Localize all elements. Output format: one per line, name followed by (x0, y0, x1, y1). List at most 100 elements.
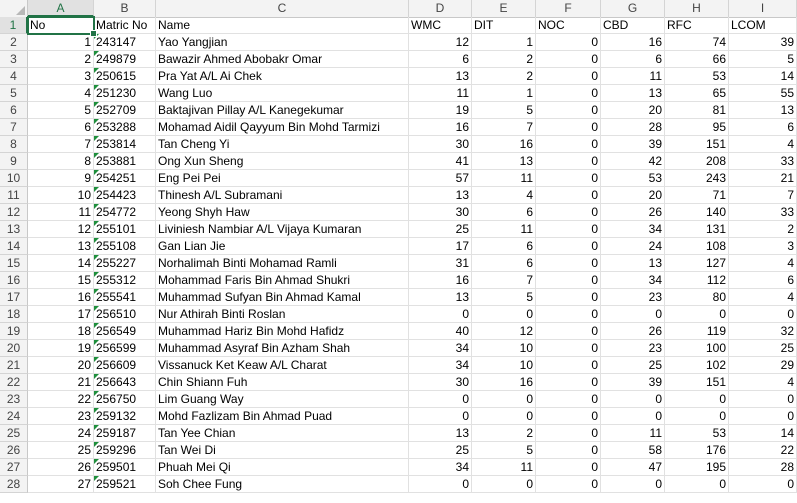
cell[interactable]: 19 (409, 102, 472, 119)
cell[interactable]: 13 (472, 153, 536, 170)
cell[interactable]: 1 (472, 34, 536, 51)
cell[interactable]: 20 (28, 357, 94, 374)
cell[interactable]: 7 (472, 272, 536, 289)
row-header[interactable]: 12 (0, 204, 28, 221)
cell[interactable]: 253881 (94, 153, 156, 170)
column-header-f[interactable]: F (536, 0, 601, 17)
cell[interactable]: 6 (729, 272, 797, 289)
cell[interactable]: 256599 (94, 340, 156, 357)
cell[interactable]: 22 (729, 442, 797, 459)
cell[interactable]: 0 (472, 476, 536, 493)
cell[interactable]: 95 (665, 119, 729, 136)
cell[interactable]: Tan Wei Di (156, 442, 409, 459)
cell[interactable]: 259132 (94, 408, 156, 425)
cell[interactable]: 243147 (94, 34, 156, 51)
header-cell[interactable]: WMC (409, 17, 472, 34)
header-cell[interactable]: NOC (536, 17, 601, 34)
cell[interactable]: 0 (536, 34, 601, 51)
cell[interactable]: 33 (729, 153, 797, 170)
cell[interactable]: 13 (409, 68, 472, 85)
cell[interactable]: Muhammad Asyraf Bin Azham Shah (156, 340, 409, 357)
header-cell[interactable]: RFC (665, 17, 729, 34)
cell[interactable]: 0 (536, 170, 601, 187)
cell[interactable]: 100 (665, 340, 729, 357)
cell[interactable]: 0 (601, 476, 665, 493)
cell[interactable]: 6 (409, 51, 472, 68)
cell[interactable]: 256643 (94, 374, 156, 391)
cell[interactable]: 11 (472, 459, 536, 476)
cell[interactable]: 25 (409, 221, 472, 238)
cell[interactable]: 176 (665, 442, 729, 459)
cell[interactable]: 0 (536, 68, 601, 85)
cell[interactable]: 71 (665, 187, 729, 204)
cell[interactable]: 255541 (94, 289, 156, 306)
cell[interactable]: 17 (409, 238, 472, 255)
cell[interactable]: 243 (665, 170, 729, 187)
cell[interactable]: 2 (729, 221, 797, 238)
cell[interactable]: 13 (409, 425, 472, 442)
cell[interactable]: 11 (409, 85, 472, 102)
row-header[interactable]: 27 (0, 459, 28, 476)
cell[interactable]: 31 (409, 255, 472, 272)
cell[interactable]: 6 (472, 204, 536, 221)
cell[interactable]: 23 (601, 289, 665, 306)
row-header[interactable]: 24 (0, 408, 28, 425)
cell[interactable]: 0 (536, 357, 601, 374)
cell[interactable]: 11 (472, 221, 536, 238)
cell[interactable]: 2 (472, 425, 536, 442)
cell[interactable]: 255227 (94, 255, 156, 272)
cell[interactable]: Eng Pei Pei (156, 170, 409, 187)
cell[interactable]: 0 (729, 408, 797, 425)
cell[interactable]: 32 (729, 323, 797, 340)
cell[interactable]: 12 (472, 323, 536, 340)
row-header[interactable]: 13 (0, 221, 28, 238)
row-header[interactable]: 8 (0, 136, 28, 153)
cell[interactable]: 17 (28, 306, 94, 323)
cell[interactable]: 0 (536, 425, 601, 442)
cell[interactable]: 250615 (94, 68, 156, 85)
row-header[interactable]: 9 (0, 153, 28, 170)
cell[interactable]: 34 (409, 340, 472, 357)
cell[interactable]: Liviniesh Nambiar A/L Vijaya Kumaran (156, 221, 409, 238)
row-header[interactable]: 25 (0, 425, 28, 442)
cell[interactable]: 66 (665, 51, 729, 68)
cell[interactable]: 254423 (94, 187, 156, 204)
cell[interactable]: 251230 (94, 85, 156, 102)
cell[interactable]: 0 (536, 221, 601, 238)
cell[interactable]: 6 (729, 119, 797, 136)
row-header[interactable]: 18 (0, 306, 28, 323)
row-header[interactable]: 14 (0, 238, 28, 255)
cell[interactable]: 14 (28, 255, 94, 272)
cell[interactable]: Nur Athirah Binti Roslan (156, 306, 409, 323)
cell[interactable]: 25 (28, 442, 94, 459)
cell[interactable]: 0 (536, 306, 601, 323)
cell[interactable]: Muhammad Sufyan Bin Ahmad Kamal (156, 289, 409, 306)
header-cell[interactable]: Matric No (94, 17, 156, 34)
cell[interactable]: 74 (665, 34, 729, 51)
cell[interactable]: 16 (472, 374, 536, 391)
row-header[interactable]: 16 (0, 272, 28, 289)
cell[interactable]: 25 (409, 442, 472, 459)
cell[interactable]: 0 (665, 306, 729, 323)
cell[interactable]: 13 (409, 187, 472, 204)
cell[interactable]: 259296 (94, 442, 156, 459)
cell[interactable]: 0 (536, 272, 601, 289)
cell[interactable]: 256549 (94, 323, 156, 340)
cell[interactable]: Yeong Shyh Haw (156, 204, 409, 221)
cell[interactable]: 0 (536, 136, 601, 153)
cell[interactable]: 39 (601, 136, 665, 153)
cell[interactable]: 249879 (94, 51, 156, 68)
cell[interactable]: 0 (536, 289, 601, 306)
cell[interactable]: Thinesh A/L Subramani (156, 187, 409, 204)
cell[interactable]: 7 (28, 136, 94, 153)
cell[interactable]: Mohd Fazlizam Bin Ahmad Puad (156, 408, 409, 425)
row-header[interactable]: 11 (0, 187, 28, 204)
cell[interactable]: 23 (28, 408, 94, 425)
cell[interactable]: 7 (472, 119, 536, 136)
cell[interactable]: 0 (536, 255, 601, 272)
cell[interactable]: 0 (472, 306, 536, 323)
cell[interactable]: 151 (665, 136, 729, 153)
cell[interactable]: 4 (729, 374, 797, 391)
cell[interactable]: 13 (601, 255, 665, 272)
cell[interactable]: 16 (409, 272, 472, 289)
